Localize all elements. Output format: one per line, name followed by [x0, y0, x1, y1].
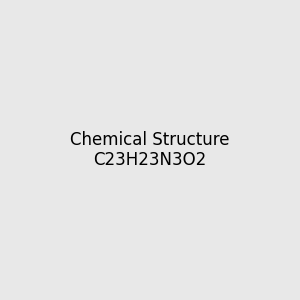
Text: Chemical Structure
C23H23N3O2: Chemical Structure C23H23N3O2	[70, 130, 230, 170]
